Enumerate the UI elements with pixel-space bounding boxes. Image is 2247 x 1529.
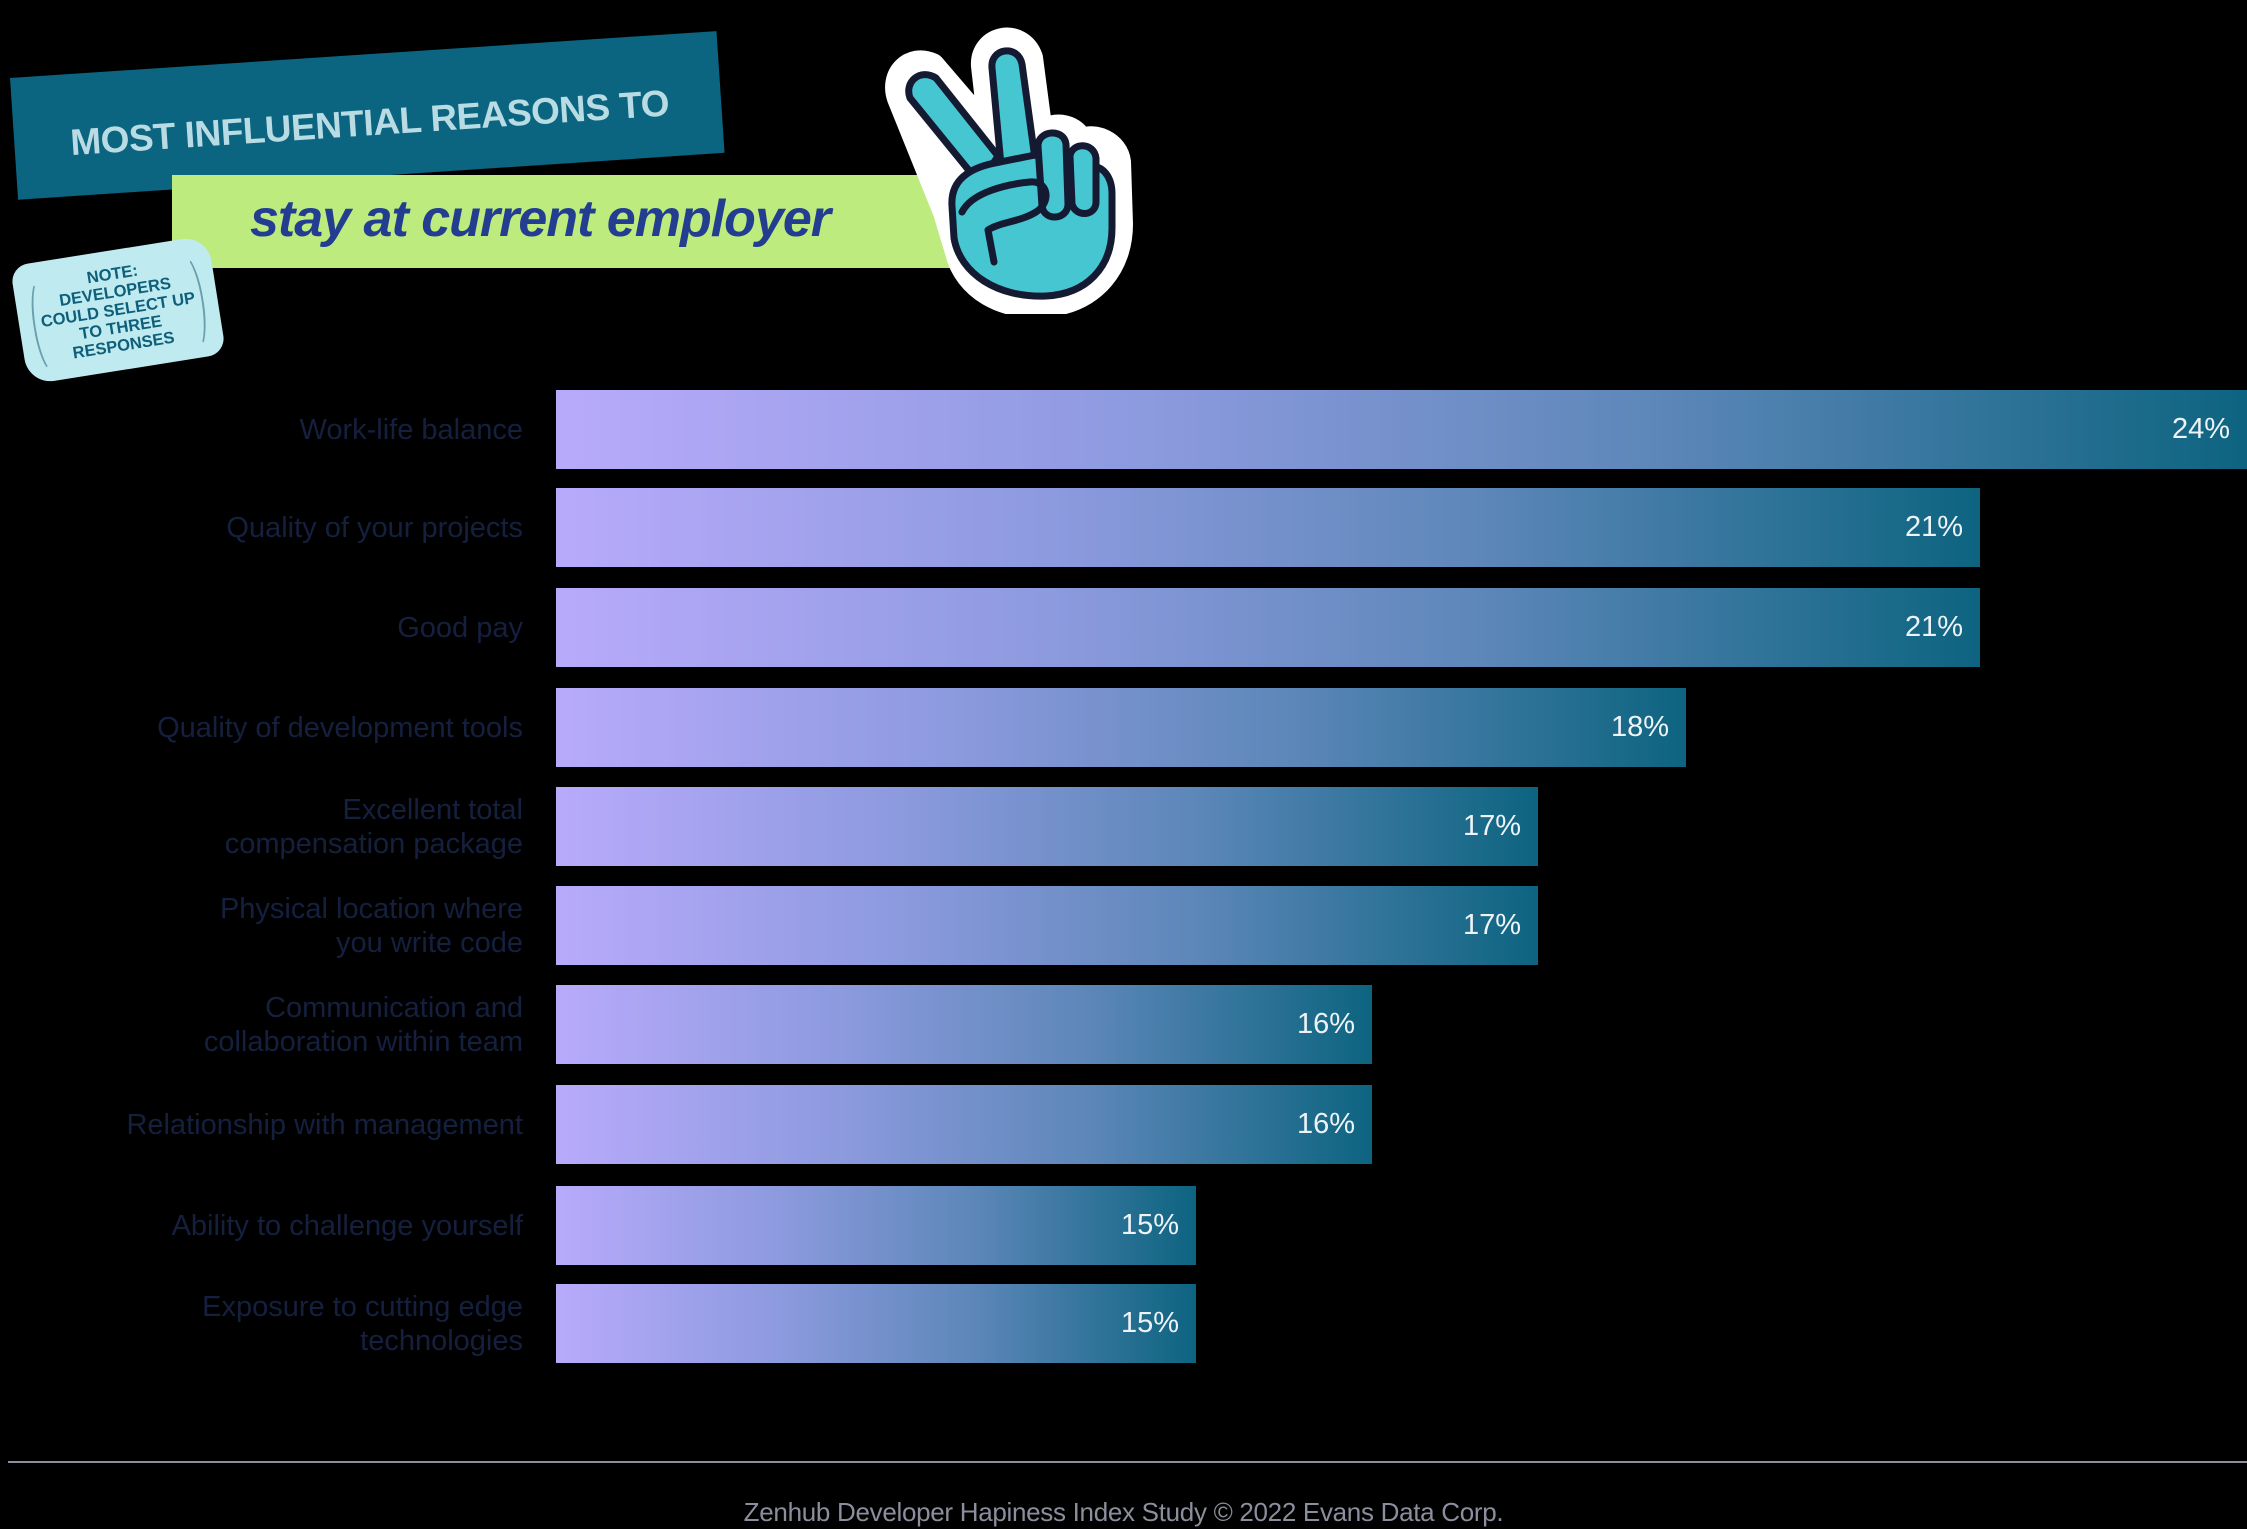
bar-label: Good pay <box>3 588 523 667</box>
bar-label: Communication and collaboration within te… <box>3 985 523 1064</box>
bar-value: 15% <box>1120 1209 1179 1241</box>
bar: 21% <box>556 488 1980 567</box>
chart-row: Physical location where you write code 17… <box>0 886 2247 965</box>
bar: 16% <box>556 985 1372 1064</box>
bar-value: 21% <box>1904 611 1963 643</box>
bar-label: Relationship with management <box>3 1085 523 1164</box>
bar-label: Work-life balance <box>3 390 523 469</box>
bar-label-text: Quality of your projects <box>226 511 523 544</box>
bar-label: Quality of your projects <box>3 488 523 567</box>
bar-value: 17% <box>1462 909 1521 941</box>
bar-label-text: Excellent total <box>342 793 523 826</box>
bar: 24% <box>556 390 2247 469</box>
bar-label-text: Exposure to cutting edge <box>202 1290 523 1323</box>
title-banner-bottom: stay at current employer <box>172 175 955 268</box>
peace-sign-hand-icon <box>885 27 1133 314</box>
chart-row: Good pay 21% <box>0 588 2247 667</box>
bar-label-text: Quality of development tools <box>157 711 523 744</box>
bar-value: 21% <box>1904 511 1963 543</box>
title-line-1: MOST INFLUENTIAL REASONS TO <box>69 82 671 164</box>
bar-label-text: Communication and <box>265 991 523 1024</box>
bar-value: 15% <box>1120 1307 1179 1339</box>
bar-label: Ability to challenge yourself <box>3 1186 523 1265</box>
chart-row: Communication and collaboration within te… <box>0 985 2247 1064</box>
bar: 18% <box>556 688 1686 767</box>
chart-row: Quality of your projects 21% <box>0 488 2247 567</box>
bar-label-text: collaboration within team <box>203 1025 523 1058</box>
bar-value: 24% <box>2171 413 2230 445</box>
bar: 17% <box>556 886 1538 965</box>
bar-label-text: Work-life balance <box>299 413 523 446</box>
bar-label-text: Physical location where <box>219 892 523 925</box>
footer-divider <box>8 1461 2247 1463</box>
bar: 15% <box>556 1284 1196 1363</box>
bar: 16% <box>556 1085 1372 1164</box>
chart-row: Excellent total compensation package 17% <box>0 787 2247 866</box>
bar-value: 17% <box>1462 810 1521 842</box>
bar: 21% <box>556 588 1980 667</box>
bar: 17% <box>556 787 1538 866</box>
bar-label: Excellent total compensation package <box>3 787 523 866</box>
bar-value: 16% <box>1296 1008 1355 1040</box>
bar-value: 18% <box>1610 711 1669 743</box>
chart-row: Quality of development tools 18% <box>0 688 2247 767</box>
title-line-2: stay at current employer <box>250 190 831 248</box>
bar-value: 16% <box>1296 1108 1355 1140</box>
bar: 15% <box>556 1186 1196 1265</box>
chart-row: Work-life balance 24% <box>0 390 2247 469</box>
bar-label: Physical location where you write code <box>3 886 523 965</box>
bar-label-text: Good pay <box>397 611 523 644</box>
bar-label: Quality of development tools <box>3 688 523 767</box>
source-credit: Zenhub Developer Hapiness Index Study © … <box>743 1497 1504 1527</box>
chart-row: Ability to challenge yourself 15% <box>0 1186 2247 1265</box>
chart-row: Relationship with management 16% <box>0 1085 2247 1164</box>
note-sticker: NOTE: DEVELOPERS COULD SELECT UP TO THRE… <box>9 235 227 385</box>
bar-label-text: compensation package <box>224 827 523 860</box>
bar-label-text: Ability to challenge yourself <box>171 1209 523 1242</box>
bar-label: Exposure to cutting edge technologies <box>3 1284 523 1363</box>
chart-row: Exposure to cutting edge technologies 15% <box>0 1284 2247 1363</box>
bar-label-text: you write code <box>336 926 523 959</box>
bar-label-text: technologies <box>360 1324 523 1357</box>
bar-label-text: Relationship with management <box>126 1108 523 1141</box>
